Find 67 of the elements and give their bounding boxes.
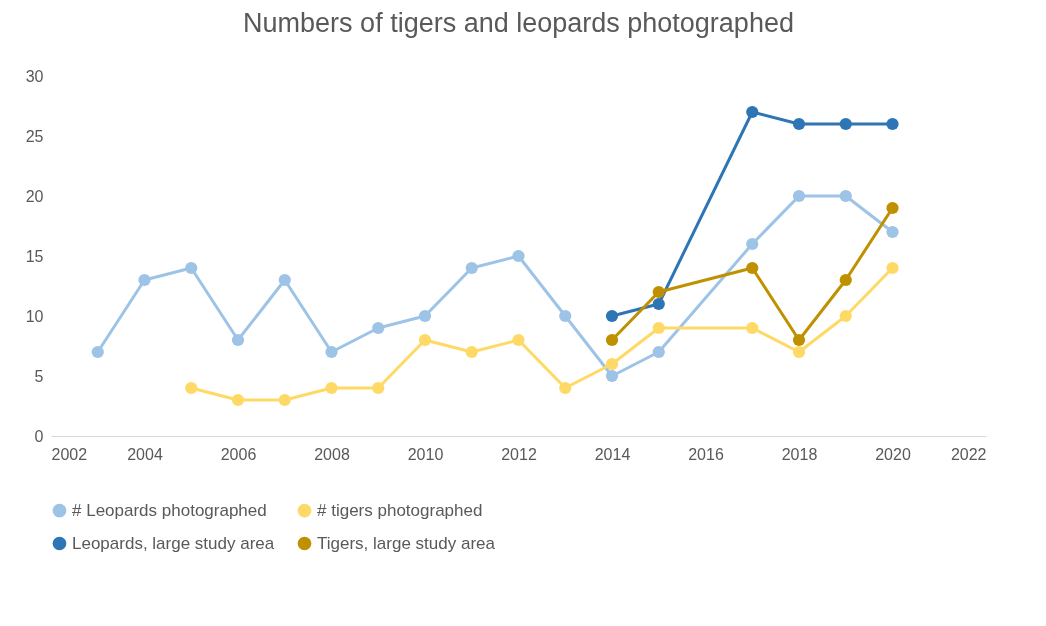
x-tick-label: 2018 xyxy=(781,445,818,463)
y-tick-label: 10 xyxy=(25,307,44,325)
point xyxy=(839,273,852,287)
point xyxy=(792,189,806,203)
x-tick-label: 2020 xyxy=(875,445,911,463)
point xyxy=(652,345,665,359)
x-tick-label: 2004 xyxy=(127,445,163,463)
y-tick-label: 0 xyxy=(34,427,44,445)
point xyxy=(559,381,572,395)
point xyxy=(325,381,338,395)
x-tick-label: 2002 xyxy=(51,445,88,463)
point xyxy=(512,249,525,263)
point xyxy=(792,345,806,359)
point xyxy=(746,105,759,119)
legend-label: # tigers photographed xyxy=(317,500,483,520)
point xyxy=(465,345,478,359)
point xyxy=(839,117,852,131)
point xyxy=(372,321,385,335)
x-tick-label: 2022 xyxy=(950,445,987,463)
point xyxy=(746,261,759,275)
point xyxy=(652,321,665,335)
point xyxy=(839,189,852,203)
x-tick-label: 2010 xyxy=(407,445,444,463)
point xyxy=(605,333,619,347)
point xyxy=(325,345,338,359)
point xyxy=(512,333,525,347)
point xyxy=(605,357,619,371)
point xyxy=(886,261,899,275)
point xyxy=(886,117,899,131)
point xyxy=(652,297,665,311)
point xyxy=(792,333,806,347)
y-tick-label: 5 xyxy=(34,367,44,385)
point xyxy=(91,345,104,359)
point xyxy=(559,309,572,323)
point xyxy=(185,261,198,275)
legend-label: Tigers, large study area xyxy=(317,533,496,553)
y-tick-label: 30 xyxy=(25,67,44,85)
point xyxy=(372,381,385,395)
point xyxy=(231,333,245,347)
point xyxy=(138,273,151,287)
point xyxy=(886,201,899,215)
point xyxy=(746,237,759,251)
point xyxy=(185,381,198,395)
x-tick-label: 2016 xyxy=(688,445,724,463)
x-tick-label: 2014 xyxy=(594,445,631,463)
point xyxy=(231,393,245,407)
point xyxy=(792,117,806,131)
point xyxy=(418,309,432,323)
legend-label: Leopards, large study area xyxy=(72,533,275,553)
legend-label: # Leopards photographed xyxy=(72,500,267,520)
point xyxy=(465,261,478,275)
point xyxy=(839,309,852,323)
x-tick-label: 2008 xyxy=(314,445,350,463)
point xyxy=(605,309,619,323)
point xyxy=(605,369,619,383)
y-tick-label: 20 xyxy=(25,187,44,205)
chart-title: Numbers of tigers and leopards photographed xyxy=(243,8,794,38)
point xyxy=(886,225,899,239)
point xyxy=(652,285,665,299)
y-tick-label: 25 xyxy=(25,127,44,145)
point xyxy=(278,393,291,407)
x-tick-label: 2006 xyxy=(220,445,257,463)
point xyxy=(278,273,291,287)
point xyxy=(418,333,432,347)
y-tick-label: 15 xyxy=(25,247,44,265)
point xyxy=(746,321,759,335)
x-tick-label: 2012 xyxy=(501,445,537,463)
